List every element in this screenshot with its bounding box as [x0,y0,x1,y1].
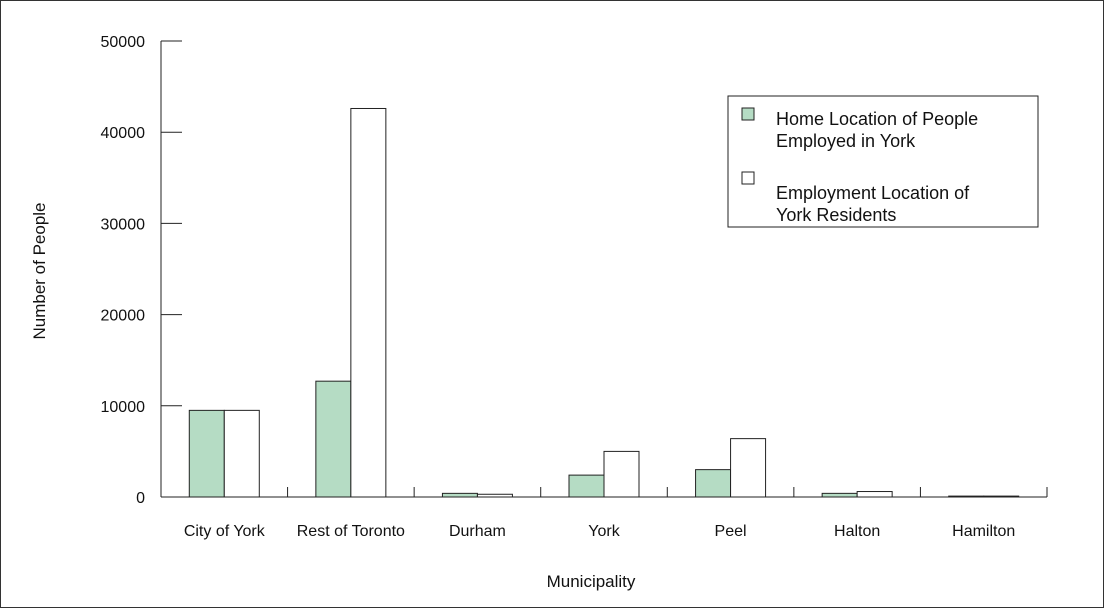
legend-label: Employment Location of [776,183,970,203]
legend-box [727,95,1039,228]
x-axis-title: Municipality [547,572,636,591]
y-tick-label: 10000 [101,399,146,416]
y-axis: 0 10000 20000 30000 40000 50000 [101,34,182,507]
x-tick-label: City of York [184,523,266,540]
y-tick-label: 0 [136,490,145,507]
x-tick-label: Rest of Toronto [297,523,405,540]
legend-swatch [741,171,755,185]
bar-employment-location [476,493,513,498]
bar-home-location [315,380,352,498]
legend-swatch [741,107,755,121]
x-tick-label: Halton [834,523,880,540]
bar-employment-location [223,409,260,498]
bar-employment-location [856,491,893,498]
y-tick-label: 20000 [101,308,146,325]
bar-home-location [821,492,858,498]
bar-employment-location [730,438,767,498]
bar-employment-location [603,450,640,498]
bar-home-location [441,492,478,498]
bar-employment-location [350,107,387,498]
y-tick-label: 50000 [101,34,146,51]
x-axis: City of York Rest of Toronto Durham York Pee… [160,487,1048,540]
bar-home-location [188,409,225,498]
y-tick-label: 30000 [101,216,146,233]
y-tick-label: 40000 [101,125,146,142]
y-axis-title: Number of People [30,202,49,339]
bar-home-location [948,495,985,498]
legend-label: Home Location of People [776,109,978,129]
x-tick-label: York [588,523,620,540]
legend-label: Employed in York [776,131,916,151]
bar-employment-location [983,495,1020,498]
x-tick-label: Durham [449,523,506,540]
bars [188,107,1020,498]
bar-home-location [568,474,605,498]
x-tick-label: Peel [715,523,747,540]
x-tick-label: Hamilton [952,523,1015,540]
bar-home-location [695,469,732,498]
legend-label: York Residents [776,205,896,225]
